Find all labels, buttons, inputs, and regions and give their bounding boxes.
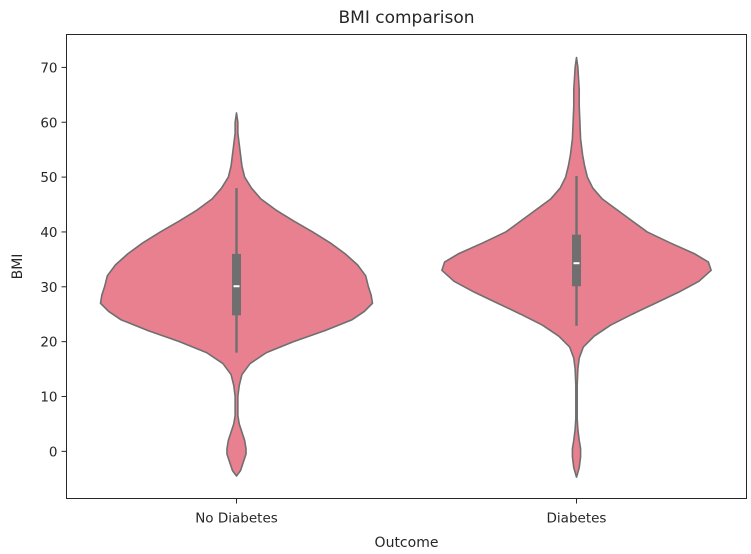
iqr-box-no-diabetes (232, 253, 241, 316)
y-axis: 0 10 20 30 40 50 60 70 (40, 60, 67, 460)
y-tick-label: 30 (40, 280, 57, 296)
y-tick-label: 70 (40, 60, 57, 76)
plot-frame (66, 34, 747, 499)
x-tick-label: Diabetes (547, 511, 607, 527)
y-tick-label: 20 (40, 335, 57, 351)
iqr-box-diabetes (572, 234, 581, 287)
y-axis-label: BMI (10, 254, 26, 280)
chart-title: BMI comparison (338, 8, 474, 28)
violins-layer (99, 56, 712, 478)
y-tick-label: 10 (40, 389, 57, 405)
x-axis: No Diabetes Diabetes (195, 498, 607, 527)
y-tick-label: 40 (40, 225, 57, 241)
x-axis-label: Outcome (375, 535, 439, 551)
y-tick-label: 50 (40, 170, 57, 186)
y-tick-label: 0 (49, 444, 58, 460)
y-tick-label: 60 (40, 115, 57, 131)
x-tick-label: No Diabetes (195, 511, 278, 527)
